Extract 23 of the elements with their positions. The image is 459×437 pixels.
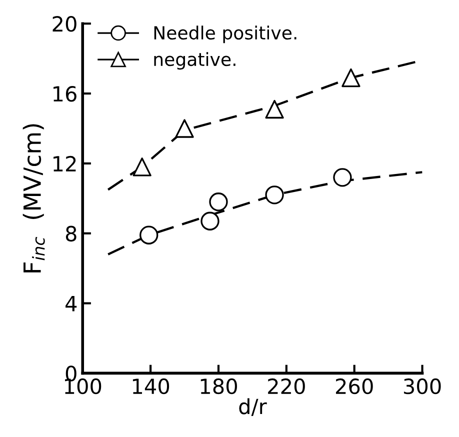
point — [209, 192, 228, 212]
x-tick-label: 300 — [404, 378, 441, 394]
x-tick-label: 220 — [268, 378, 305, 394]
point — [132, 158, 152, 176]
x-axis-title: d/r — [239, 398, 267, 416]
y-axis-title: F$_{inc}$ (MV/cm) — [22, 124, 45, 272]
y-tick-label: 12 — [54, 156, 76, 172]
point — [175, 119, 194, 138]
legend-label: Needle positive. — [154, 26, 296, 44]
y-tick-label: 4 — [66, 296, 77, 312]
point — [200, 212, 220, 230]
point — [333, 168, 352, 187]
point — [140, 226, 158, 244]
point — [265, 186, 284, 204]
x-tick-label: 260 — [336, 378, 373, 394]
point — [265, 100, 284, 119]
point — [342, 68, 360, 88]
y-tick-label: 20 — [52, 16, 76, 32]
y-tick-label: 16 — [54, 86, 76, 102]
x-tick-label: 180 — [200, 378, 237, 394]
y-tick-label: 8 — [66, 226, 76, 242]
legend-label: negative. — [154, 52, 236, 70]
x-tick-label: 140 — [132, 378, 170, 394]
